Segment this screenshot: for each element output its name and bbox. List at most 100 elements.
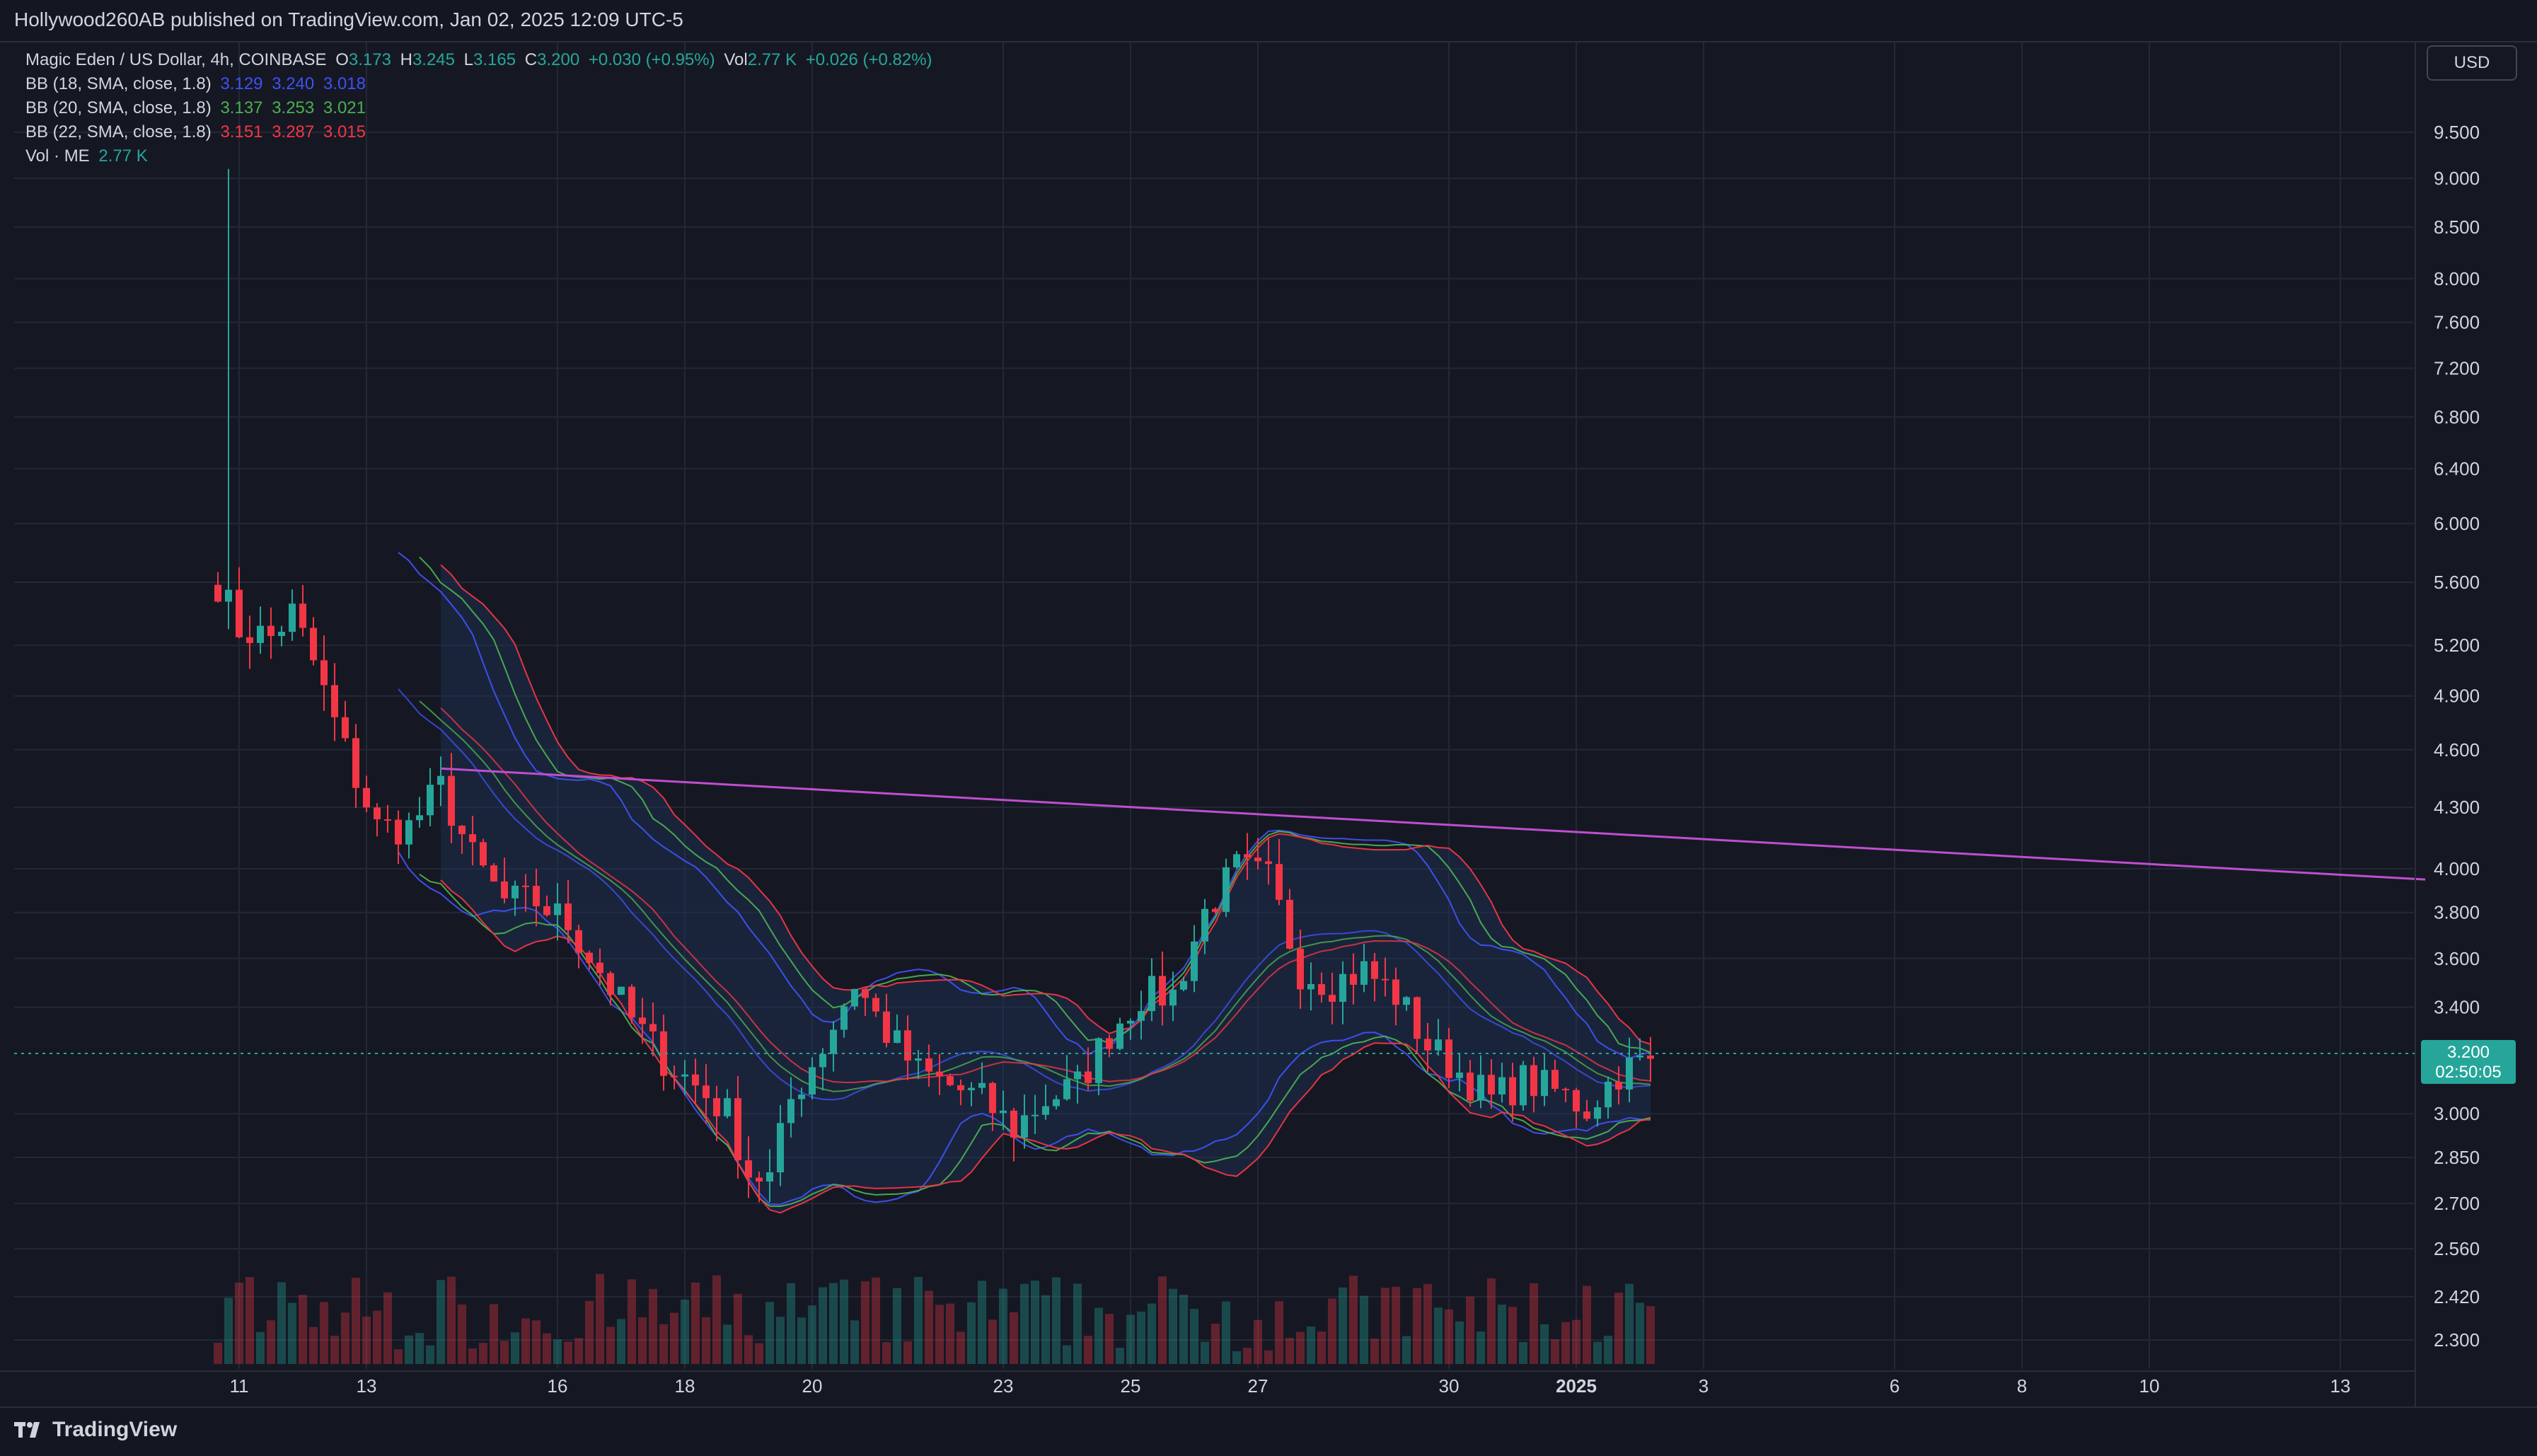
volume-bar <box>1572 1319 1580 1364</box>
y-tick-label: 5.600 <box>2434 572 2480 593</box>
y-tick-label: 8.500 <box>2434 216 2480 238</box>
volume-bar <box>1169 1288 1177 1364</box>
volume-bar <box>628 1279 636 1364</box>
candle-body <box>1329 995 1336 1002</box>
legend-volume-label: Vol · ME <box>25 146 90 166</box>
candle-body <box>1594 1107 1601 1119</box>
volume-bar <box>957 1331 965 1364</box>
volume-bar <box>659 1324 668 1364</box>
x-tick-label: 20 <box>802 1375 823 1397</box>
candle-body <box>1424 1039 1431 1051</box>
candle-body <box>1244 854 1251 858</box>
candle-body <box>809 1067 816 1095</box>
volume-bar <box>532 1320 541 1364</box>
chart-area[interactable]: 9.500 9.000 8.500 8.000 7.600 7.200 6.800 6.400… <box>0 41 2537 1406</box>
price-axis[interactable]: 9.500 9.000 8.500 8.000 7.600 7.200 6.800 6.400… <box>2415 41 2480 1406</box>
candle-body <box>618 986 625 995</box>
volume-bar <box>638 1317 647 1364</box>
volume-bar <box>765 1302 774 1364</box>
y-tick-label: 3.800 <box>2434 902 2480 923</box>
volume-bar <box>585 1300 594 1364</box>
volume-bar <box>691 1282 700 1364</box>
volume-bar <box>341 1312 349 1364</box>
volume-bar <box>988 1319 997 1364</box>
bar-countdown: 02:50:05 <box>2435 1063 2502 1082</box>
candle-body <box>416 815 423 821</box>
volume-bar <box>850 1320 859 1364</box>
last-price-value: 3.200 <box>2446 1043 2490 1062</box>
volume-bar <box>712 1275 721 1364</box>
volume-bar <box>1434 1307 1443 1364</box>
legend-bb2-row[interactable]: BB (20, SMA, close, 1.8) 3.137 3.253 3.0… <box>25 96 932 120</box>
chart-canvas[interactable]: 9.500 9.000 8.500 8.000 7.600 7.200 6.800 6.400… <box>0 41 2537 1406</box>
y-tick-label: 2.850 <box>2434 1147 2480 1168</box>
candle-body <box>437 775 444 785</box>
candle-body <box>968 1087 975 1091</box>
candle-body <box>1159 976 1166 1006</box>
volume-bar <box>1540 1324 1549 1364</box>
volume-bar <box>1285 1338 1294 1364</box>
candle-body <box>1201 908 1208 942</box>
legend-l-value: 3.165 <box>473 50 516 69</box>
volume-bar <box>755 1343 763 1364</box>
y-tick-label: 4.300 <box>2434 797 2480 818</box>
legend-bb3-label: BB (22, SMA, close, 1.8) <box>25 122 212 141</box>
volume-bar <box>596 1273 604 1364</box>
candle-body <box>1583 1111 1590 1119</box>
volume-bar <box>1211 1324 1220 1364</box>
volume-bar <box>1010 1312 1018 1364</box>
candle-body <box>586 952 593 963</box>
candle-body <box>862 988 869 998</box>
volume-bar <box>1413 1288 1421 1364</box>
candle-body <box>1116 1023 1123 1049</box>
candle-body <box>458 826 466 835</box>
candle-body <box>246 637 253 643</box>
volume-bar <box>978 1281 986 1364</box>
grid <box>14 42 2414 1369</box>
currency-button[interactable]: USD <box>2427 45 2517 81</box>
candle-body <box>819 1053 826 1068</box>
legend-volume-row[interactable]: Vol · ME 2.77 K <box>25 144 932 168</box>
volume-bar <box>1370 1339 1379 1364</box>
candle-body <box>565 903 572 930</box>
trendline[interactable] <box>440 767 2426 881</box>
x-tick-label: 6 <box>1890 1375 1900 1397</box>
candle-body <box>1541 1070 1548 1097</box>
legend-o-label: O <box>335 50 349 69</box>
legend-bb1-row[interactable]: BB (18, SMA, close, 1.8) 3.129 3.240 3.0… <box>25 72 932 96</box>
last-price-tag: 3.200 02:50:05 <box>2421 1040 2516 1084</box>
volume-bar <box>490 1304 498 1364</box>
trendline-layer[interactable] <box>440 767 2426 881</box>
candle-body <box>894 1030 901 1044</box>
candle-body <box>607 973 614 995</box>
volume-bar <box>617 1319 625 1364</box>
tradingview-logo-icon <box>14 1422 40 1438</box>
tradingview-logo[interactable]: TradingView <box>14 1418 177 1442</box>
time-axis[interactable]: 11 13 16 18 20 23 25 27 30 2025 3 6 8 10 13 <box>0 1370 2415 1397</box>
candle-body <box>1254 857 1261 862</box>
volume-bar <box>649 1288 657 1364</box>
volume-bar <box>882 1342 891 1364</box>
x-tick-label: 11 <box>230 1375 249 1397</box>
tradingview-logo-text: TradingView <box>52 1418 178 1441</box>
x-tick-label: 30 <box>1439 1375 1460 1397</box>
volume-bar <box>967 1302 976 1364</box>
candle-body <box>384 819 391 821</box>
bb22-basis-line <box>440 707 1651 1084</box>
x-tick-label: 23 <box>993 1375 1014 1397</box>
volume-bar <box>1020 1283 1029 1364</box>
volume-bar <box>1094 1307 1103 1364</box>
candle-body <box>1106 1038 1113 1049</box>
legend-c-label: C <box>524 50 538 69</box>
volume-bar <box>1392 1286 1400 1364</box>
legend-bb1-basis: 3.129 <box>220 74 263 93</box>
legend-bb3-row[interactable]: BB (22, SMA, close, 1.8) 3.151 3.287 3.0… <box>25 120 932 144</box>
volume-bar <box>511 1332 519 1364</box>
volume-bar <box>1232 1351 1241 1364</box>
volume-bar <box>426 1345 434 1364</box>
candle-body <box>798 1094 805 1099</box>
x-tick-label: 16 <box>548 1375 568 1397</box>
candle-body <box>1095 1038 1102 1083</box>
volume-bar <box>1625 1283 1634 1364</box>
candle-body <box>289 603 296 632</box>
